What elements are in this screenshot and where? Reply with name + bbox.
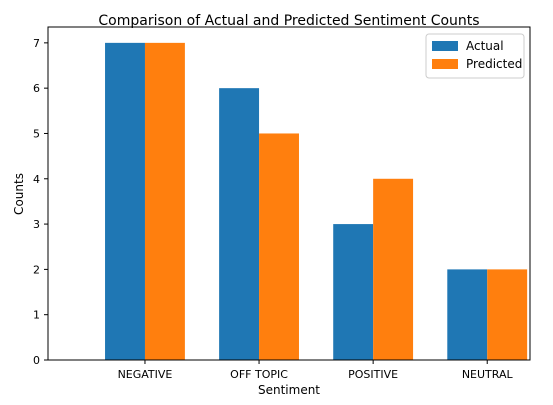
y-tick-label: 5 xyxy=(33,127,40,140)
y-tick-label: 2 xyxy=(33,263,40,276)
legend: Actual Predicted xyxy=(425,33,525,79)
x-tick-label: NEGATIVE xyxy=(118,368,173,381)
y-tick-label: 0 xyxy=(33,354,40,367)
x-tick-label: POSITIVE xyxy=(348,368,398,381)
legend-label-predicted: Predicted xyxy=(466,57,522,71)
y-tick-label: 3 xyxy=(33,218,40,231)
x-tick-label: OFF TOPIC xyxy=(230,368,288,381)
bars-group xyxy=(105,42,528,361)
plot-frame xyxy=(47,26,531,361)
bar-predicted-negative xyxy=(144,42,185,361)
x-tick-label: NEUTRAL xyxy=(462,368,514,381)
legend-swatch-actual xyxy=(432,41,458,51)
y-tick-label: 1 xyxy=(33,309,40,322)
x-axis-title: Sentiment xyxy=(258,383,320,397)
bar-predicted-off-topic xyxy=(259,133,299,360)
y-axis: 0 1 2 3 4 5 6 7 xyxy=(33,37,48,367)
y-tick-label: 4 xyxy=(33,173,40,186)
y-tick-label: 6 xyxy=(33,82,40,95)
bar-actual-positive xyxy=(333,224,374,360)
bar-predicted-positive xyxy=(373,178,414,360)
y-axis-title: Counts xyxy=(12,173,26,215)
legend-swatch-predicted xyxy=(432,59,458,69)
chart-title: Comparison of Actual and Predicted Senti… xyxy=(98,13,479,29)
y-tick-label: 7 xyxy=(33,37,40,50)
x-axis: NEGATIVE OFF TOPIC POSITIVE NEUTRAL xyxy=(118,360,514,381)
bar-predicted-neutral xyxy=(487,269,528,360)
bar-actual-off-topic xyxy=(219,88,260,360)
bar-actual-negative xyxy=(105,42,145,361)
legend-label-actual: Actual xyxy=(466,39,504,53)
bar-actual-neutral xyxy=(447,269,488,360)
